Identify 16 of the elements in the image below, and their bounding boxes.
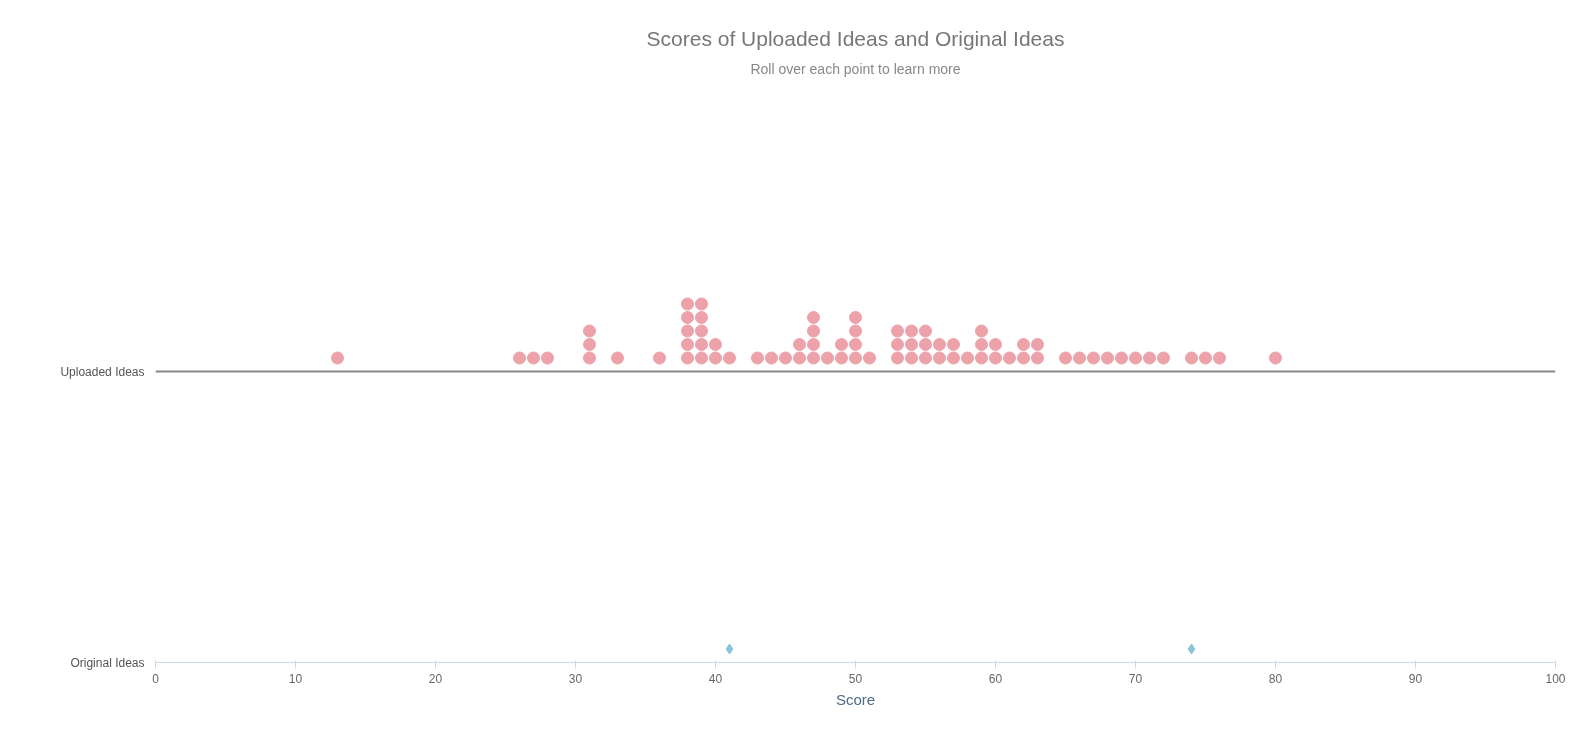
x-tick-label: 20 [428, 671, 443, 686]
y-tick-label: Original Ideas [70, 655, 145, 670]
x-axis-title: Score [835, 690, 876, 708]
x-tick-label: 80 [1268, 671, 1283, 686]
x-tick-label: 40 [708, 671, 723, 686]
x-tick-label: 70 [1128, 671, 1143, 686]
x-tick-label: 100 [1545, 671, 1566, 686]
x-tick-label: 0 [152, 671, 160, 686]
x-tick-label: 10 [288, 671, 303, 686]
x-tick-label: 30 [568, 671, 583, 686]
chart-title: Scores of Uploaded Ideas and Original Ideas [646, 26, 1065, 50]
x-tick-label: 90 [1408, 671, 1423, 686]
chart-subtitle: Roll over each point to learn more [750, 60, 961, 77]
x-tick-label: 60 [988, 671, 1003, 686]
x-tick-label: 50 [848, 671, 863, 686]
y-tick-label: Uploaded Ideas [60, 364, 145, 379]
